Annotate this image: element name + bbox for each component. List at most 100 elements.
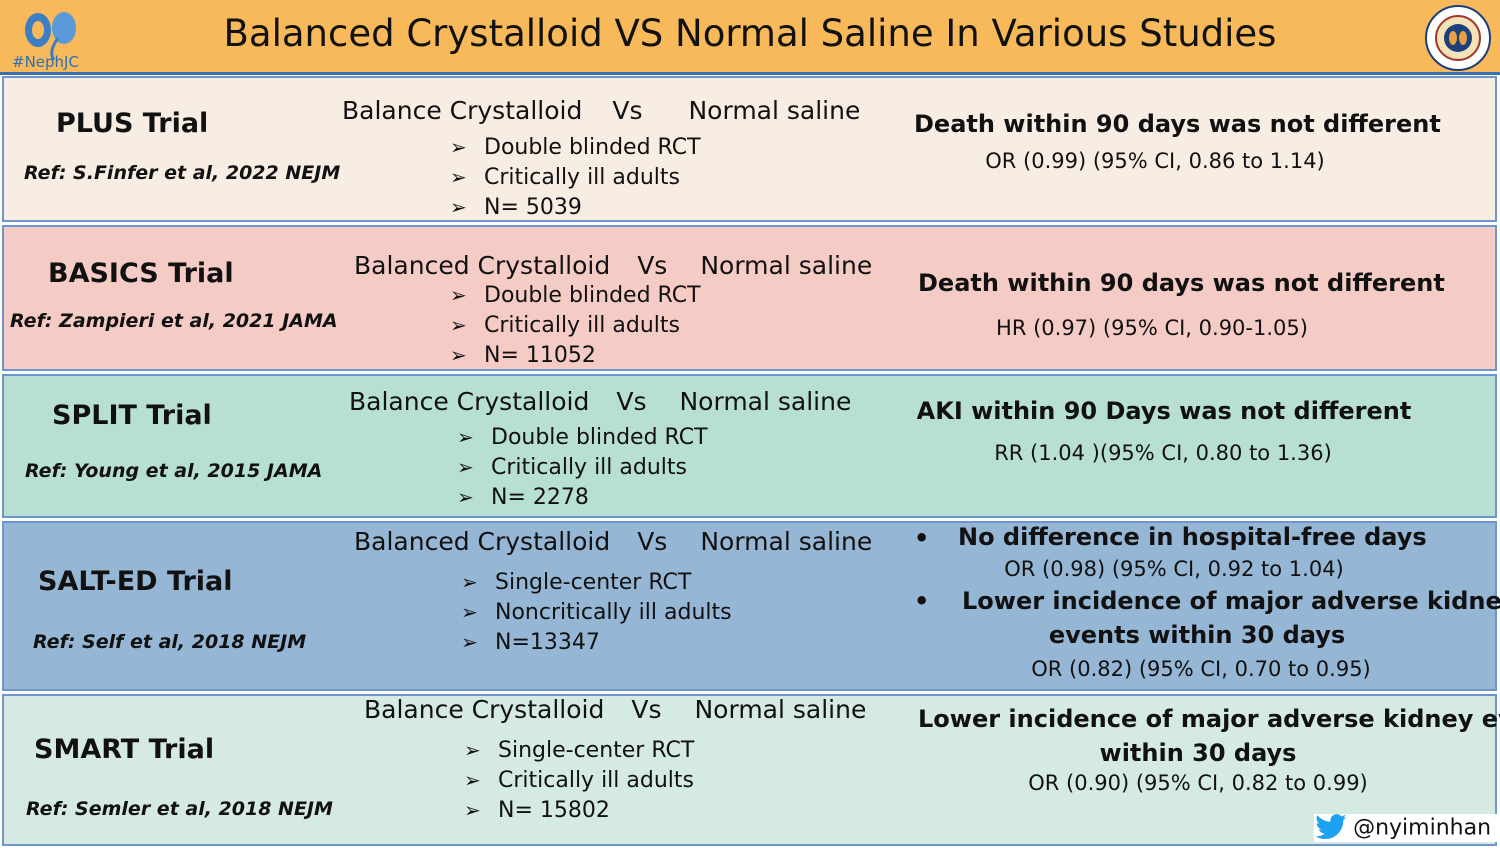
arrow-bullet-icon: ➢: [450, 195, 467, 219]
bullet-item: ➢ N= 5039: [450, 195, 582, 220]
trial-panel-split: [2, 374, 1497, 518]
twitter-handle[interactable]: @nyiminhan: [1314, 814, 1500, 842]
trial-ref: Ref: Self et al, 2018 NEJM: [33, 631, 307, 653]
comparison-left: Balance Crystalloid: [342, 96, 583, 125]
result-title: AKI within 90 Days was not different: [916, 397, 1412, 425]
result-title: Lower incidence of major adverse kidney: [962, 587, 1500, 615]
trial-ref-text: Ref: S.Finfer et al, 2022: [24, 162, 279, 184]
bullet-text: Single-center RCT: [495, 570, 692, 595]
bullet-text: N= 15802: [498, 798, 610, 823]
comparison-line: Balanced Crystalloid Vs Normal saline: [354, 527, 872, 556]
bullet-text: Critically ill adults: [484, 165, 680, 190]
comparison-right: Normal saline: [679, 387, 852, 416]
twitter-handle-text: @nyiminhan: [1353, 815, 1492, 841]
bullet-item: ➢ Critically ill adults: [457, 455, 687, 480]
bullet-item: ➢ Single-center RCT: [464, 738, 694, 763]
result-stat: HR (0.97) (95% CI, 0.90-1.05): [996, 316, 1308, 340]
bullet-item: ➢ N=13347: [461, 630, 600, 655]
trial-panel-plus: [2, 76, 1497, 222]
bullet-item: ➢ Noncritically ill adults: [461, 600, 732, 625]
bullet-text: N= 2278: [491, 485, 589, 510]
bullet-item: ➢ N= 2278: [457, 485, 589, 510]
bullet-item: ➢ Double blinded RCT: [457, 425, 708, 450]
result-stat: OR (0.98) (95% CI, 0.92 to 1.04): [1004, 557, 1344, 581]
result-title: No difference in hospital-free days: [958, 523, 1427, 551]
result-stat: OR (0.82) (95% CI, 0.70 to 0.95): [1031, 657, 1371, 681]
trial-name: PLUS Trial: [56, 108, 209, 139]
bullet-text: Single-center RCT: [498, 738, 695, 763]
bullet-text: N= 11052: [484, 343, 596, 368]
page-title: Balanced Crystalloid VS Normal Saline In…: [223, 12, 1277, 55]
result-title: Death within 90 days was not different: [918, 269, 1445, 297]
comparison-vs: Vs: [637, 527, 668, 556]
bullet-dot-icon: •: [914, 587, 930, 615]
comparison-left: Balanced Crystalloid: [354, 527, 611, 556]
result-stat: RR (1.04 )(95% CI, 0.80 to 1.36): [994, 441, 1332, 465]
arrow-bullet-icon: ➢: [464, 768, 481, 792]
bullet-item: ➢ N= 11052: [450, 343, 596, 368]
bullet-text: Critically ill adults: [484, 313, 680, 338]
bullet-text: Double blinded RCT: [484, 283, 701, 308]
comparison-vs: Vs: [612, 96, 643, 125]
arrow-bullet-icon: ➢: [461, 630, 478, 654]
arrow-bullet-icon: ➢: [450, 135, 467, 159]
trial-panel-basics: [2, 225, 1497, 371]
arrow-bullet-icon: ➢: [450, 283, 467, 307]
trial-ref: Ref: Semler et al, 2018 NEJM: [26, 798, 333, 820]
trial-ref-journal: NEJM: [285, 162, 341, 184]
arrow-bullet-icon: ➢: [461, 600, 478, 624]
result-stat: OR (0.99) (95% CI, 0.86 to 1.14): [985, 149, 1325, 173]
arrow-bullet-icon: ➢: [464, 738, 481, 762]
comparison-line: Balanced Crystalloid Vs Normal saline: [354, 251, 872, 280]
trial-name: BASICS Trial: [48, 258, 234, 289]
header-bar: #NephJC Balanced Crystalloid VS Normal S…: [0, 0, 1500, 75]
bullet-dot-icon: •: [914, 524, 930, 552]
kidney-logo-icon: [25, 12, 76, 61]
comparison-left: Balance Crystalloid: [349, 387, 590, 416]
comparison-right: Normal saline: [700, 251, 873, 280]
nephrology-collective-logo-icon: [1425, 5, 1491, 71]
trial-panel-smart: [2, 694, 1497, 846]
comparison-vs: Vs: [631, 695, 662, 724]
comparison-left: Balance Crystalloid: [364, 695, 605, 724]
comparison-left: Balanced Crystalloid: [354, 251, 611, 280]
trial-ref: Ref: Young et al, 2015 JAMA: [25, 460, 323, 482]
trial-name: SMART Trial: [34, 734, 215, 765]
arrow-bullet-icon: ➢: [461, 570, 478, 594]
comparison-line: Balance Crystalloid Vs Normal saline: [364, 695, 866, 724]
bullet-item: ➢ Critically ill adults: [450, 165, 680, 190]
arrow-bullet-icon: ➢: [450, 313, 467, 337]
result-stat: OR (0.90) (95% CI, 0.82 to 0.99): [1028, 771, 1368, 795]
bullet-item: ➢ Double blinded RCT: [450, 283, 701, 308]
comparison-line: Balance Crystalloid Vs Normal saline: [342, 96, 860, 125]
bullet-item: ➢ Critically ill adults: [450, 313, 680, 338]
trial-name: SALT-ED Trial: [38, 566, 233, 597]
comparison-vs: Vs: [637, 251, 668, 280]
comparison-right: Normal saline: [688, 96, 861, 125]
arrow-bullet-icon: ➢: [457, 485, 474, 509]
bullet-text: N= 5039: [484, 195, 582, 220]
result-title: events within 30 days: [1048, 621, 1346, 649]
trial-ref: Ref: S.Finfer et al, 2022 NEJM: [24, 162, 340, 184]
bullet-text: Double blinded RCT: [484, 135, 701, 160]
bullet-text: Double blinded RCT: [491, 425, 708, 450]
arrow-bullet-icon: ➢: [450, 343, 467, 367]
comparison-right: Normal saline: [694, 695, 867, 724]
trial-name: SPLIT Trial: [52, 400, 212, 431]
arrow-bullet-icon: ➢: [450, 165, 467, 189]
trial-ref: Ref: Zampieri et al, 2021 JAMA: [10, 310, 338, 332]
arrow-bullet-icon: ➢: [464, 798, 481, 822]
twitter-icon: [1315, 814, 1347, 840]
bullet-text: Noncritically ill adults: [495, 600, 732, 625]
comparison-right: Normal saline: [700, 527, 873, 556]
bullet-text: Critically ill adults: [498, 768, 694, 793]
bullet-text: N=13347: [495, 630, 600, 655]
trial-panel-salt-ed: [2, 521, 1497, 691]
bullet-item: ➢ Double blinded RCT: [450, 135, 701, 160]
result-title: Lower incidence of major adverse kidney …: [918, 705, 1500, 733]
bullet-item: ➢ Single-center RCT: [461, 570, 691, 595]
comparison-vs: Vs: [616, 387, 647, 416]
arrow-bullet-icon: ➢: [457, 425, 474, 449]
bullet-item: ➢ N= 15802: [464, 798, 610, 823]
result-title: Death within 90 days was not different: [914, 110, 1441, 138]
